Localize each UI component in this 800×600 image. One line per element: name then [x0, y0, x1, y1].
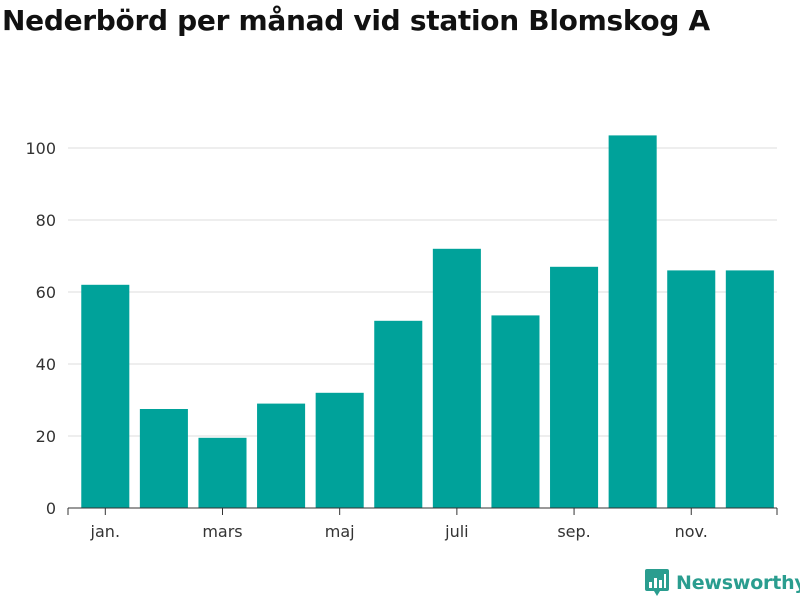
x-tick-label: mars — [202, 522, 242, 541]
bar-feb — [139, 409, 188, 508]
bar-apr — [257, 403, 306, 508]
bar-juni — [374, 320, 423, 508]
y-tick-label: 0 — [46, 499, 56, 518]
x-tick-label: nov. — [675, 522, 708, 541]
brand-name: Newsworthy — [676, 572, 800, 594]
bar-dec — [725, 270, 774, 508]
x-tick-label: jan. — [90, 522, 120, 541]
newsworthy-logo-icon — [645, 569, 669, 596]
y-axis-ticks: 0 20 40 60 80 100 — [25, 139, 56, 518]
bars — [81, 135, 774, 509]
y-tick-label: 40 — [36, 355, 56, 374]
y-tick-label: 100 — [25, 139, 56, 158]
x-axis: jan. mars maj juli sep. nov. — [67, 507, 778, 541]
bar-okt — [608, 135, 657, 508]
bar-maj — [315, 392, 364, 508]
bar-sep — [550, 266, 599, 508]
newsworthy-brand: Newsworthy — [644, 568, 800, 598]
bar-mars — [198, 437, 247, 508]
chart-title: Nederbörd per månad vid station Blomskog… — [2, 4, 710, 37]
y-tick-label: 80 — [36, 211, 56, 230]
bar-juli — [432, 248, 481, 509]
bar-nov — [667, 270, 716, 508]
y-tick-label: 60 — [36, 283, 56, 302]
x-tick-label: maj — [325, 522, 355, 541]
bar-aug — [491, 315, 540, 508]
y-tick-label: 20 — [36, 427, 56, 446]
bar-jan — [81, 284, 130, 508]
x-tick-label: juli — [444, 522, 468, 541]
x-tick-label: sep. — [557, 522, 590, 541]
